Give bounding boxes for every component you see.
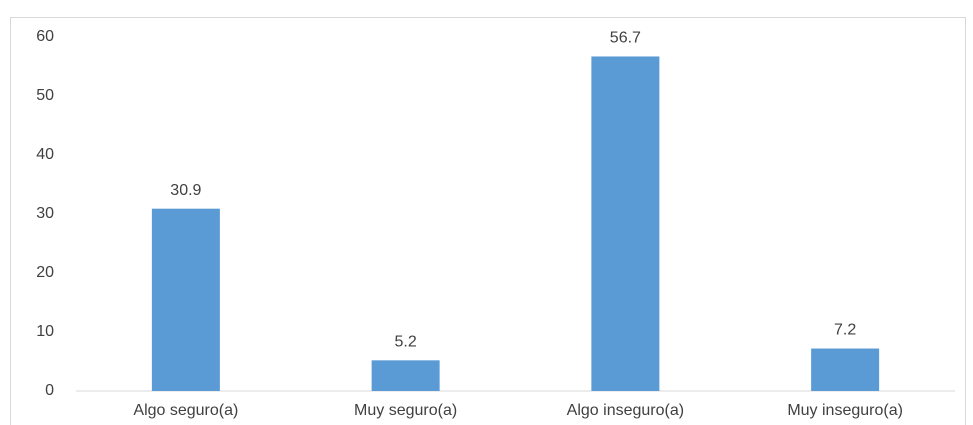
y-tick-label: 40	[36, 146, 54, 163]
x-tick-label: Algo inseguro(a)	[567, 402, 684, 419]
data-label: 30.9	[170, 182, 201, 199]
x-tick-label: Algo seguro(a)	[133, 402, 238, 419]
bar	[591, 56, 660, 391]
chart-frame	[10, 17, 966, 425]
data-label: 7.2	[834, 322, 856, 339]
bar	[371, 360, 440, 391]
bar	[811, 348, 880, 391]
data-label: 56.7	[610, 30, 641, 47]
y-tick-label: 30	[36, 205, 54, 222]
y-tick-label: 0	[45, 382, 54, 399]
y-tick-label: 50	[36, 87, 54, 104]
x-tick-label: Muy seguro(a)	[354, 402, 457, 419]
y-tick-label: 60	[36, 28, 54, 45]
y-tick-label: 10	[36, 323, 54, 340]
bar	[151, 208, 220, 391]
x-tick-label: Muy inseguro(a)	[787, 402, 903, 419]
y-tick-label: 20	[36, 264, 54, 281]
data-label: 5.2	[395, 334, 417, 351]
